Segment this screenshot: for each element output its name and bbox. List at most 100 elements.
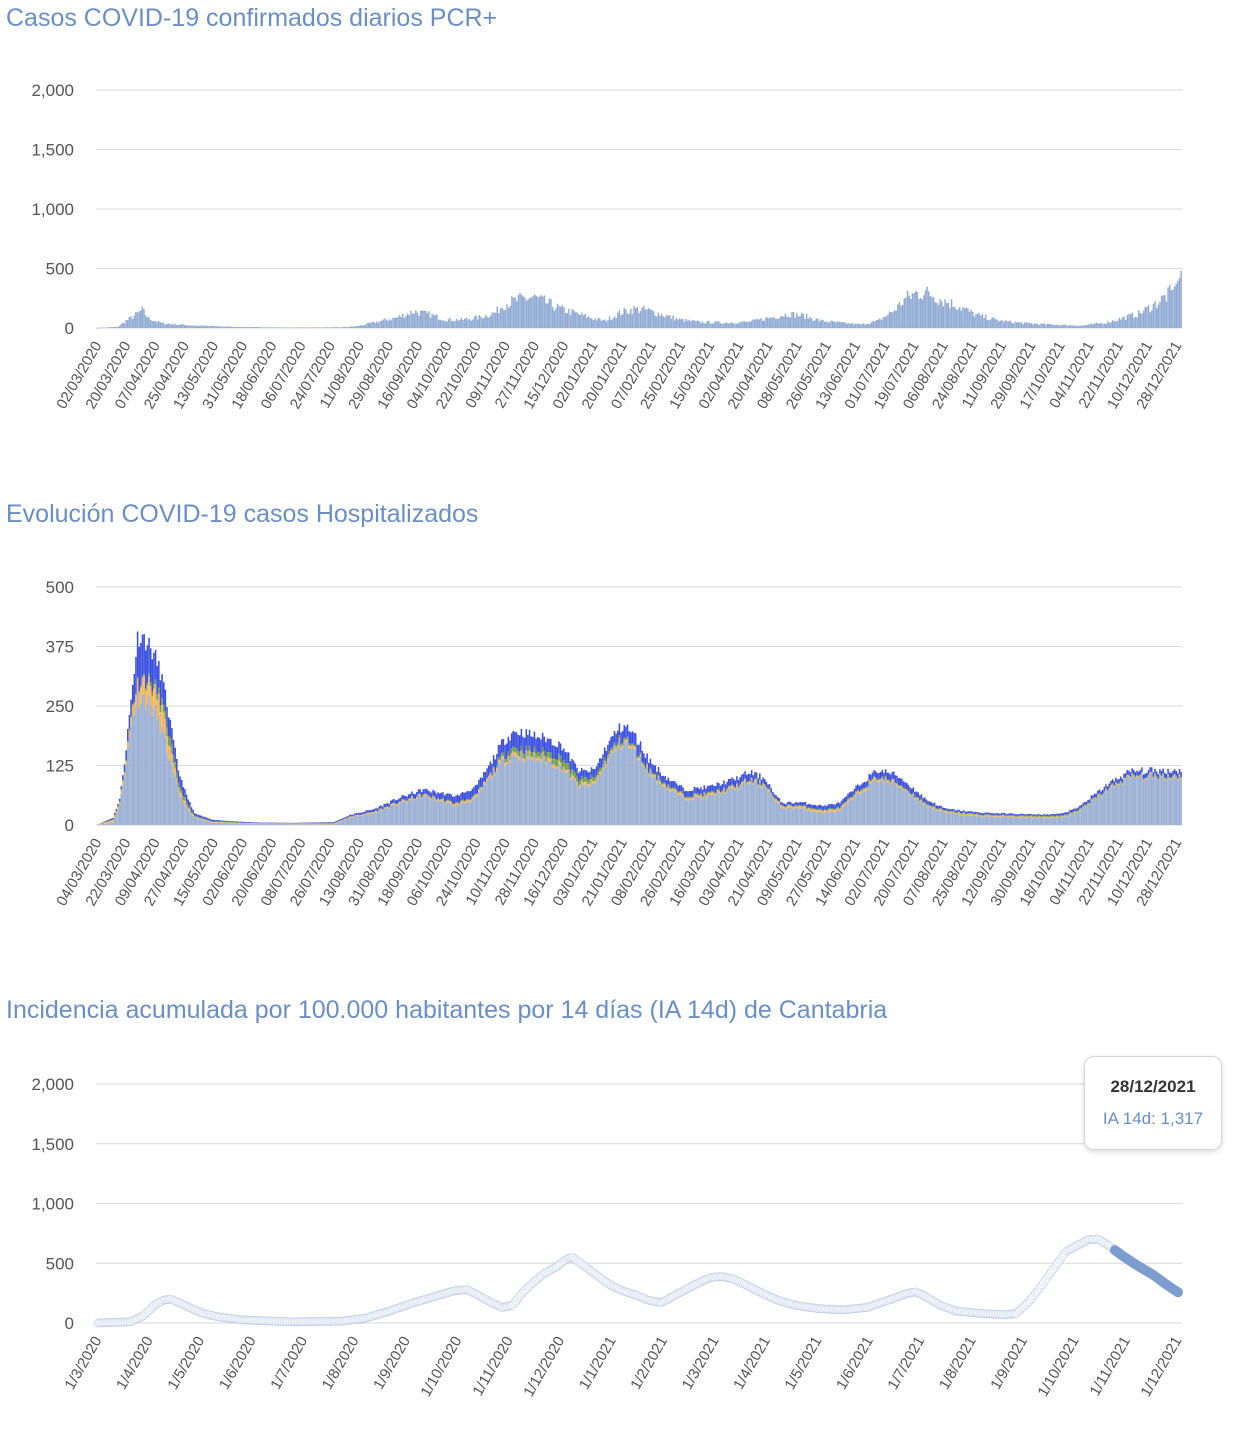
bar-segment [657,778,660,825]
bar [763,320,766,328]
bar-segment [964,814,967,816]
bar-segment [536,751,539,757]
bar-segment [536,756,539,760]
bar [483,317,485,328]
bar-segment [1003,812,1006,815]
bar-segment [997,817,1000,825]
bar [831,320,834,328]
bar-segment [868,773,870,780]
bar [709,323,712,328]
bar-segment [1147,775,1150,777]
bar-segment [100,824,103,825]
bar-segment [906,782,908,789]
bar-segment [1180,777,1182,780]
bar-segment [837,806,839,808]
bar [415,310,417,328]
bar-segment [693,795,696,825]
bar-segment [896,783,898,786]
bar-segment [509,759,511,764]
bar-segment [553,758,555,765]
bar-segment [319,822,322,824]
bar-segment [786,804,789,806]
bar [748,322,751,328]
x-tick-label: 1/12/2020 [520,1334,568,1400]
bar-segment [590,775,593,780]
bar [558,306,560,328]
bar-segment [280,822,283,824]
bar-segment [242,821,245,823]
bar [532,296,534,328]
bar-segment [602,764,604,768]
bar-segment [793,807,795,810]
bar [320,327,323,329]
bar-segment [179,787,181,792]
bar-segment [491,775,493,779]
bar-segment [424,794,426,796]
bar-segment [675,793,678,825]
bar-segment [425,793,428,795]
bar-segment [275,823,278,824]
bar [1019,322,1021,328]
bar-segment [728,785,730,787]
bar-segment [494,772,497,776]
bar-segment [914,799,916,825]
bar-segment [1113,786,1115,788]
bar [340,327,342,328]
data-tooltip: 28/12/2021 IA 14d: 1,317 [1084,1056,1222,1150]
bar-segment [494,770,497,773]
bar [670,318,673,328]
bar-segment [1085,806,1088,825]
bar [336,327,339,328]
bar-segment [603,760,606,764]
bar-segment [525,729,528,746]
bar-segment [1000,815,1003,817]
bar-segment [569,777,572,781]
bar-segment [825,813,828,825]
bar-segment [399,797,402,802]
bar [846,323,849,328]
tooltip-date: 28/12/2021 [1110,1077,1196,1096]
bar-segment [1059,817,1062,825]
bar-segment [736,783,738,785]
bar-segment [567,762,570,770]
bar [1066,325,1068,328]
bar-segment [857,790,859,794]
bar-segment [471,796,474,798]
bar [680,319,682,328]
bar-segment [528,745,531,751]
bar-segment [1051,815,1053,817]
y-tick-label: 2,000 [31,81,74,100]
bar-segment [1088,799,1091,803]
bar-segment [510,733,513,749]
bar-segment [982,815,985,818]
bar-segment [938,810,941,825]
bar-segment [853,793,856,795]
bar-segment [772,791,774,796]
bar-segment [559,755,562,763]
bar [431,313,433,328]
bar-segment [1062,817,1065,825]
bar-segment [434,791,436,797]
bar-segment [406,801,408,803]
bar-segment [149,705,152,825]
bar [687,320,689,328]
bar-segment [644,769,647,772]
bar-segment [571,759,573,770]
bar-segment [558,760,560,764]
bar-segment [1159,774,1161,776]
bar-segment [1090,799,1093,801]
bar-segment [705,795,707,798]
bar-segment [278,823,281,825]
bar [200,325,202,328]
bar-segment [1177,778,1179,779]
bar [452,321,455,328]
bar-segment [590,779,593,783]
bar-segment [1118,785,1120,825]
bar-segment [1039,817,1042,825]
bar-segment [291,824,294,825]
bar-segment [1139,776,1142,825]
bar [1015,322,1018,328]
bar-segment [605,767,608,825]
bar-segment [378,809,381,811]
bar-segment [274,823,276,825]
